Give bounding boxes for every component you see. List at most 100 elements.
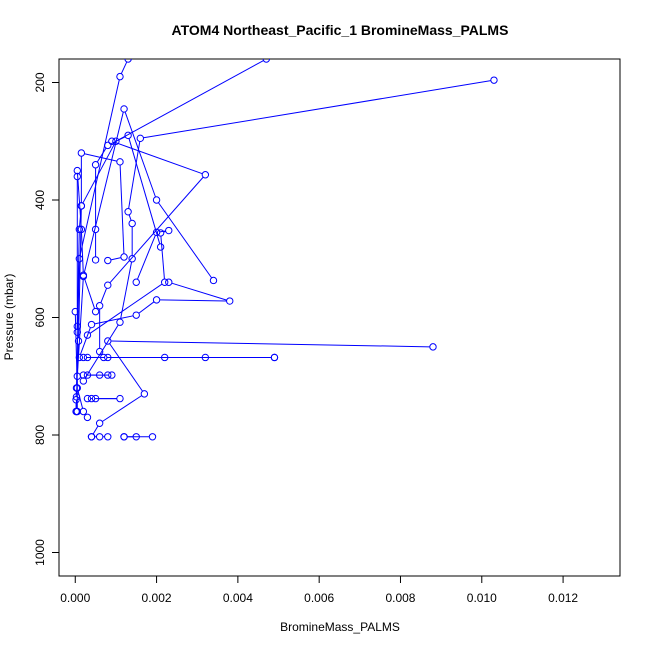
series-segment [81, 232, 84, 273]
data-point [116, 318, 124, 326]
data-point [201, 353, 210, 362]
data-point [136, 134, 145, 143]
data-point [116, 394, 124, 403]
data-point [116, 158, 124, 166]
data-point [79, 353, 88, 362]
data-point [71, 307, 79, 316]
y-tick-label: 200 [33, 72, 47, 92]
data-point [73, 384, 81, 392]
data-point [140, 390, 149, 398]
data-point [152, 296, 161, 304]
data-point [120, 433, 128, 441]
series-layer [71, 59, 498, 441]
series-segment [128, 138, 161, 245]
x-tick-label: 0.010 [467, 591, 497, 605]
series-segment [159, 230, 166, 233]
data-point [74, 337, 83, 345]
series-segment [92, 425, 99, 435]
data-point [132, 278, 140, 286]
data-point [201, 171, 210, 179]
series-segment [109, 343, 143, 392]
data-point [165, 226, 173, 235]
x-tick-label: 0.002 [142, 591, 172, 605]
series [73, 149, 128, 331]
series-segment [160, 236, 165, 280]
series-segment [171, 282, 227, 301]
data-point [128, 219, 136, 228]
data-point [75, 225, 84, 234]
series [120, 433, 157, 441]
series-segment [94, 315, 134, 325]
series-segment [84, 324, 119, 379]
data-point [95, 433, 104, 441]
data-point [128, 255, 136, 263]
data-point [132, 433, 140, 441]
data-point [83, 413, 92, 422]
series-segment [79, 79, 120, 256]
data-point [152, 196, 161, 204]
series [87, 433, 112, 441]
data-point [209, 276, 218, 285]
series-segment [158, 202, 213, 279]
series-segment [118, 60, 264, 141]
y-tick-label: 600 [33, 307, 47, 327]
series-segment [159, 299, 227, 302]
data-point [91, 161, 100, 169]
y-tick-label: 800 [33, 425, 47, 445]
data-point [156, 243, 165, 251]
series-segment [143, 80, 491, 139]
x-tick-label: 0.012 [548, 591, 578, 605]
series-segment [83, 278, 96, 309]
series-segment [128, 214, 132, 221]
data-point [79, 407, 88, 416]
data-point [156, 229, 165, 237]
data-point [490, 76, 498, 84]
data-point [91, 256, 100, 264]
series [87, 337, 437, 441]
data-point [87, 320, 96, 329]
data-point [83, 394, 92, 403]
data-point [77, 202, 86, 210]
series [91, 131, 165, 264]
data-point [73, 166, 81, 175]
data-point [152, 228, 161, 237]
series-segment [110, 340, 430, 348]
series-segment [84, 153, 117, 162]
series-segment [83, 111, 124, 274]
data-point [79, 271, 88, 279]
series [75, 278, 234, 362]
data-point [165, 278, 173, 286]
data-point [160, 278, 169, 286]
x-tick-label: 0.006 [304, 591, 334, 605]
data-point [124, 131, 132, 140]
x-tick-label: 0.000 [60, 591, 90, 605]
data-point [226, 297, 234, 305]
data-point [132, 311, 140, 319]
data-point [77, 225, 86, 234]
data-point [73, 172, 81, 181]
x-tick-label: 0.004 [223, 591, 253, 605]
data-point [91, 394, 100, 403]
data-point [95, 302, 104, 310]
x-tick-label: 0.008 [385, 591, 415, 605]
series-segment [89, 283, 163, 334]
series-segment [96, 147, 107, 163]
data-point [104, 256, 112, 265]
data-point [104, 371, 112, 379]
data-point [95, 419, 104, 427]
series-segment [120, 61, 128, 74]
series [79, 371, 116, 379]
data-point [77, 149, 86, 157]
data-point [104, 281, 112, 289]
series-segment [114, 141, 203, 175]
data-point [104, 141, 112, 150]
series-segment [138, 301, 155, 314]
data-point [104, 337, 112, 345]
data-point [91, 307, 100, 316]
data-point [148, 433, 157, 441]
data-point [83, 331, 92, 339]
data-point [87, 394, 96, 403]
data-point [124, 208, 132, 216]
